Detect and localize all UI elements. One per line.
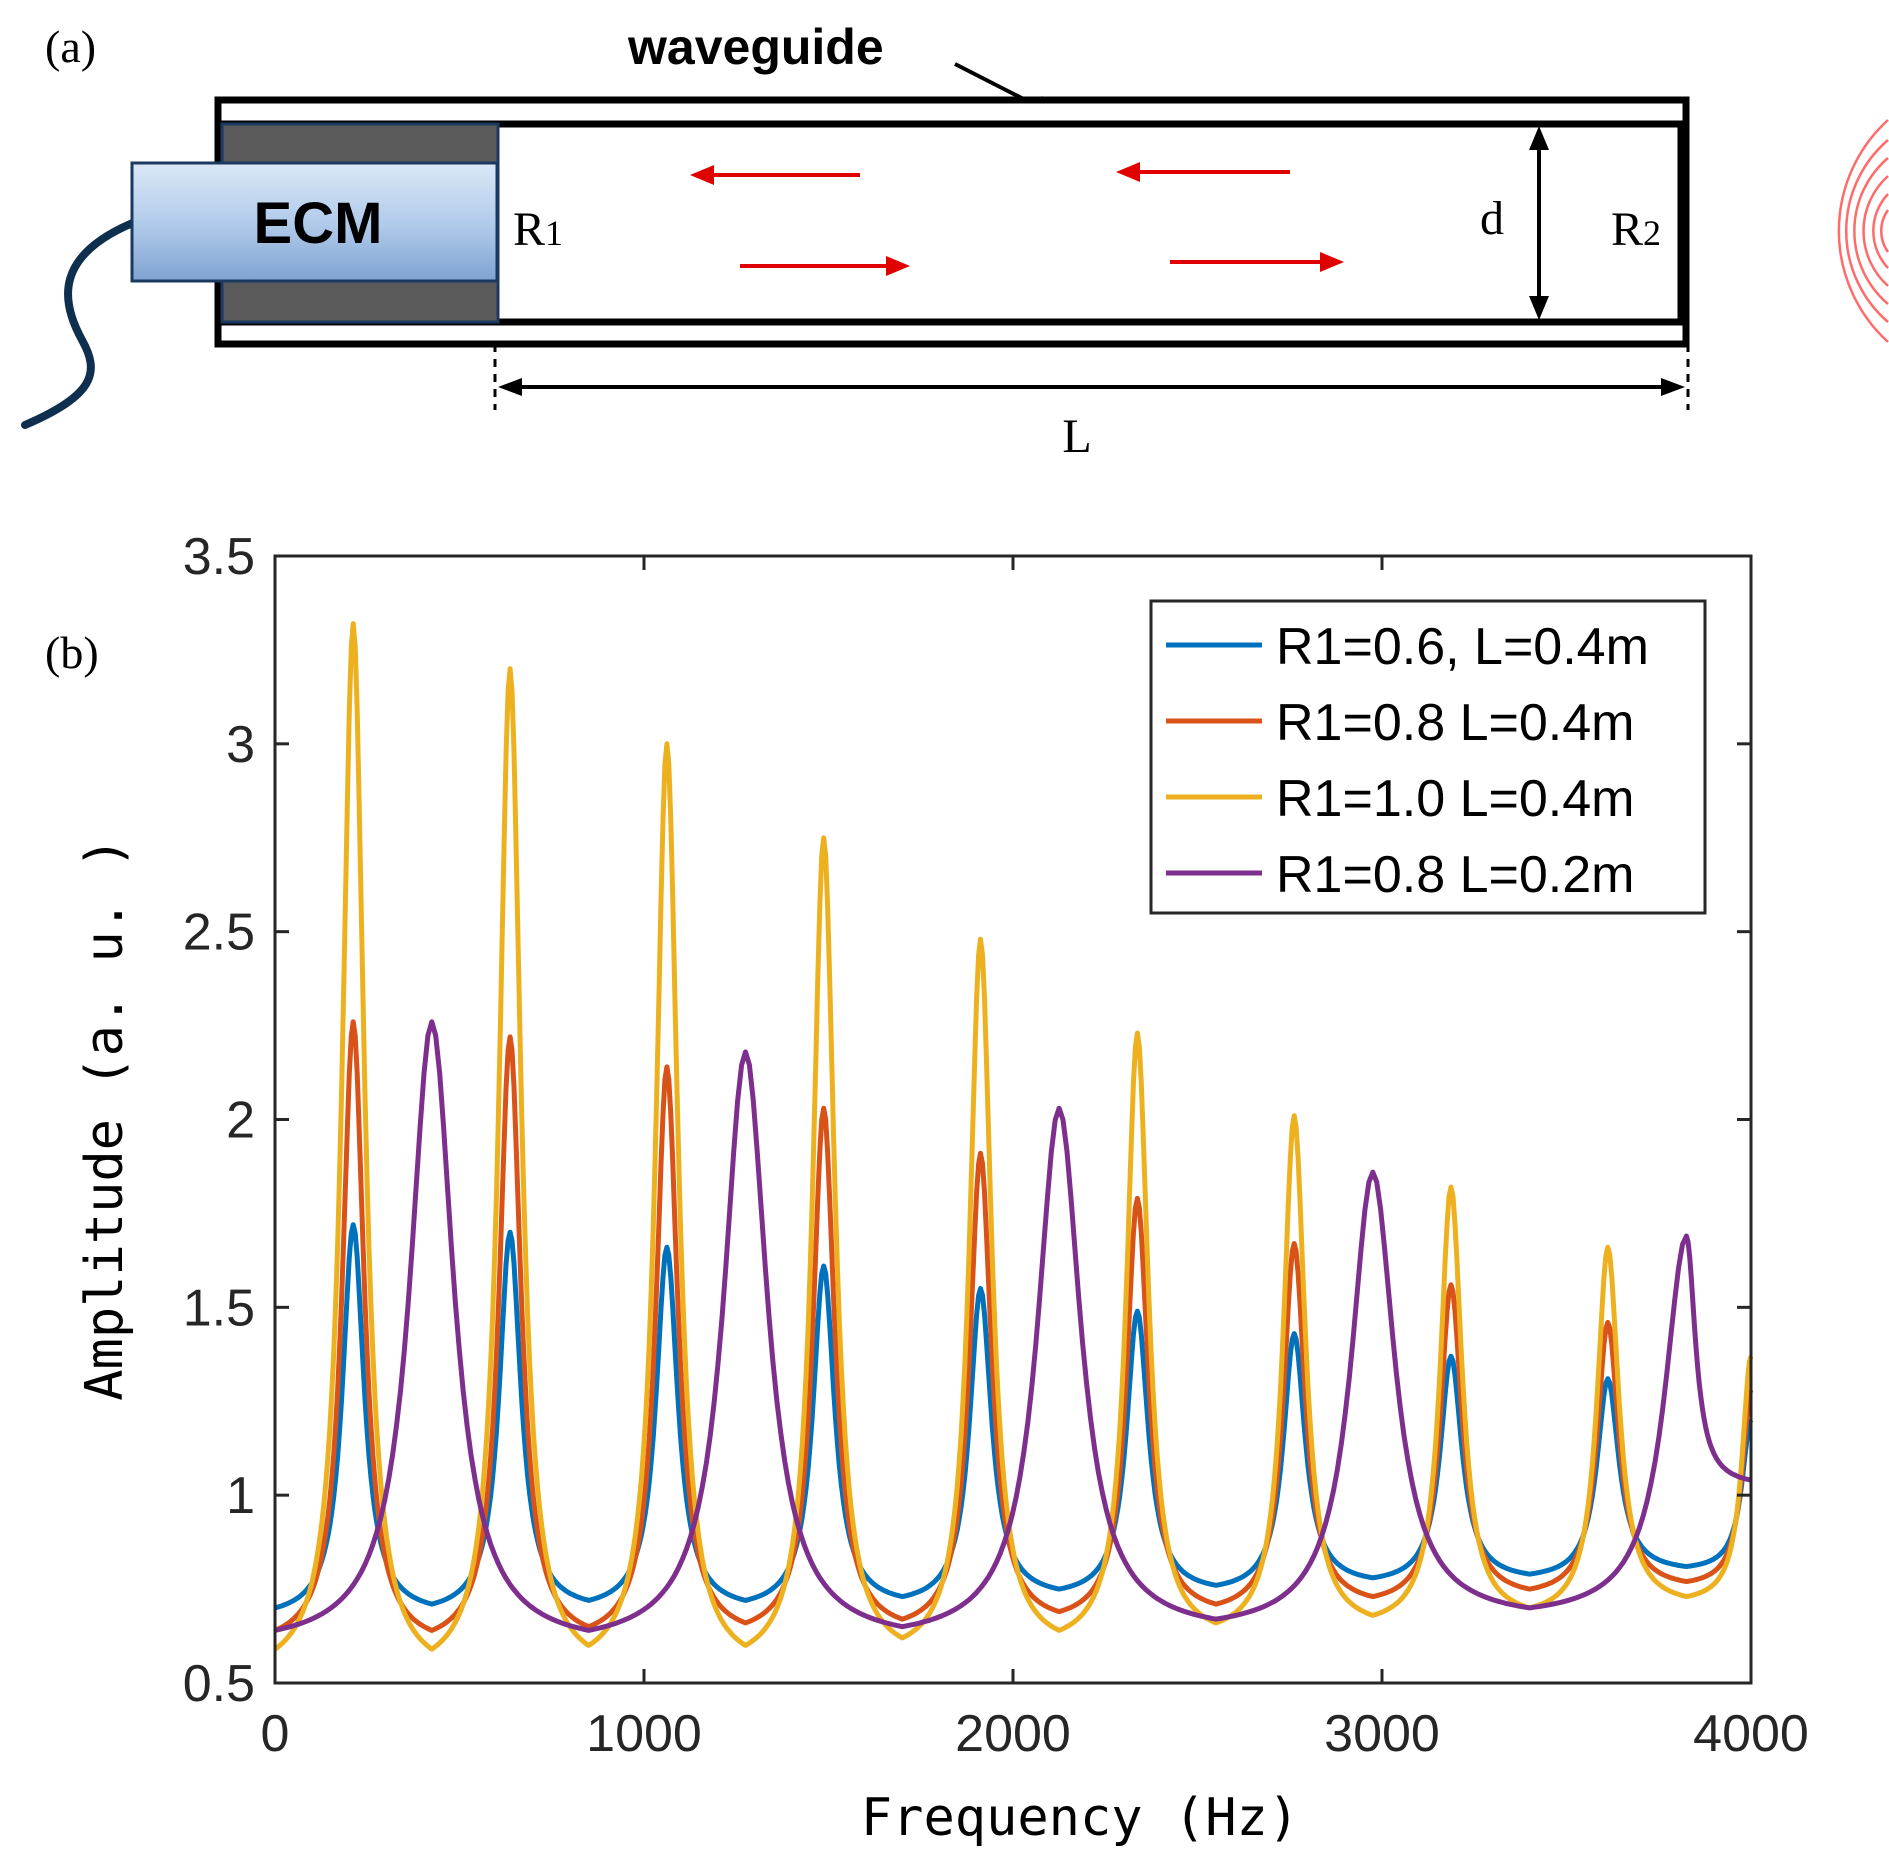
waveguide-label: waveguide <box>627 19 884 75</box>
legend-entry: R1=0.8 L=0.2m <box>1276 846 1634 904</box>
cable-icon <box>21 218 139 429</box>
y-tick-label: 2.5 <box>183 904 255 962</box>
y-tick-label: 1.5 <box>183 1279 255 1337</box>
y-tick-label: 2 <box>226 1092 255 1150</box>
panel-a: (a) waveguide ECM R1 <box>21 19 1889 463</box>
y-tick-label: 3 <box>226 716 255 774</box>
y-axis-label: Amplitude (a. u. ) <box>75 837 135 1401</box>
microphone-icon <box>130 161 499 283</box>
x-axis-label: Frequency (Hz) <box>861 1788 1299 1848</box>
y-tick-label: 1 <box>226 1467 255 1525</box>
legend-box <box>1149 599 1707 915</box>
x-tick-label: 1000 <box>586 1705 702 1763</box>
panel-b: (b) 0 1000 2000 3000 4000 0.5 1 1.5 2 2.5 3 3.5 Fre… <box>45 528 1809 1848</box>
sound-waves-icon <box>1837 119 1889 343</box>
legend: R1=0.6, L=0.4m R1=0.8 L=0.4m R1=1.0 L=0.4m… <box>1149 599 1707 915</box>
tick-layer: 0 1000 2000 3000 4000 0.5 1 1.5 2 2.5 3 3.5 <box>183 528 1809 1763</box>
series-line-4 <box>274 1019 1752 1633</box>
r2-label: R2 <box>1611 203 1661 256</box>
series-line-1 <box>274 1222 1754 1611</box>
panel-a-label: (a) <box>45 21 96 72</box>
panel-b-label: (b) <box>45 627 99 678</box>
y-tick-label: 0.5 <box>183 1655 255 1713</box>
length-arrow <box>498 378 1685 396</box>
l-label: L <box>1062 410 1091 463</box>
series-layer <box>273 621 1754 1652</box>
left-arrow-2 <box>1116 162 1290 182</box>
x-tick-label: 2000 <box>955 1705 1071 1763</box>
legend-entry: R1=0.6, L=0.4m <box>1276 618 1649 676</box>
series-line-3 <box>273 621 1754 1652</box>
legend-entry: R1=0.8 L=0.4m <box>1276 694 1634 752</box>
left-arrow-1 <box>690 165 860 185</box>
d-label: d <box>1480 192 1504 245</box>
x-tick-label: 3000 <box>1324 1705 1440 1763</box>
x-tick-label: 4000 <box>1693 1705 1809 1763</box>
x-tick-label: 0 <box>261 1705 290 1763</box>
right-arrow-1 <box>740 256 910 276</box>
diameter-arrow <box>1529 126 1549 320</box>
r1-label: R1 <box>513 203 563 256</box>
y-tick-label: 3.5 <box>183 528 255 586</box>
legend-entry: R1=1.0 L=0.4m <box>1276 770 1634 828</box>
right-arrow-2 <box>1170 252 1344 272</box>
ecm-label: ECM <box>254 191 383 256</box>
